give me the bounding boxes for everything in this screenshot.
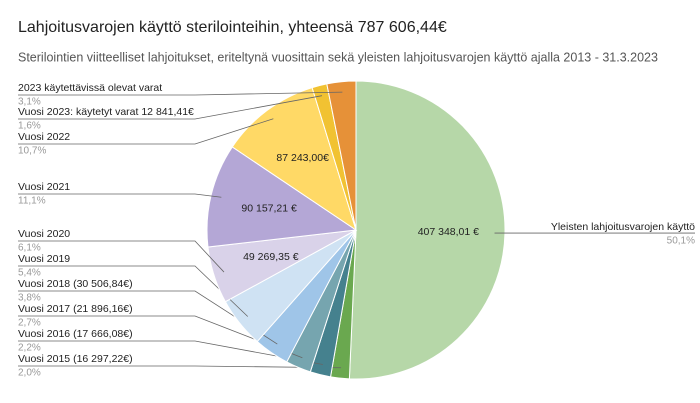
leader-line [18,118,274,145]
leader-line [18,193,222,198]
legend-label: Vuosi 2018 (30 506,84€) [18,278,133,290]
chart-title: Lahjoitusvarojen käyttö sterilointeihin,… [18,19,447,36]
legend-percent: 3,1% [18,97,41,108]
legend-label: Vuosi 2019 [18,253,70,265]
pie-slice [231,86,357,232]
legend-percent: 2,7% [18,318,41,329]
pie-slice [206,146,358,248]
legend-percent: 5,4% [18,268,41,279]
slice-label: 90 157,21 € [241,203,297,215]
leader-line [18,240,225,273]
pie-slice [326,80,357,231]
legend-label: Vuosi 2016 (17 666,08€) [18,328,133,340]
leader-line [18,91,343,96]
leader-line [18,365,342,369]
slice-label: 407 348,01 € [418,226,479,238]
legend-percent: 2,2% [18,343,41,354]
legend-label: Vuosi 2020 [18,228,70,240]
legend-label: Vuosi 2023: käytetyt varat 12 841,41€ [18,106,194,118]
slice-label: 49 269,35 € [243,251,299,263]
slice-label: 87 243,00€ [276,152,329,164]
legend-percent: 3,8% [18,293,41,304]
legend-label: Vuosi 2017 (21 896,16€) [18,303,133,315]
legend-label: Vuosi 2022 [18,131,70,143]
chart-subtitle: Sterilointien viitteelliset lahjoitukset… [18,50,658,64]
legend-percent: 2,0% [18,368,41,379]
legend-label: Yleisten lahjoitusvarojen käyttö [551,221,695,233]
leader-line [18,95,323,120]
legend-label: 2023 käytettävissä olevat varat [18,82,162,94]
legend-percent: 10,7% [18,146,46,157]
legend-percent: 6,1% [18,243,41,254]
legend-percent: 50,1% [667,236,695,247]
legend-label: Vuosi 2015 (16 297,22€) [18,353,133,365]
legend-percent: 1,6% [18,121,41,132]
legend-percent: 11,1% [18,196,46,207]
legend-label: Vuosi 2021 [18,181,70,193]
